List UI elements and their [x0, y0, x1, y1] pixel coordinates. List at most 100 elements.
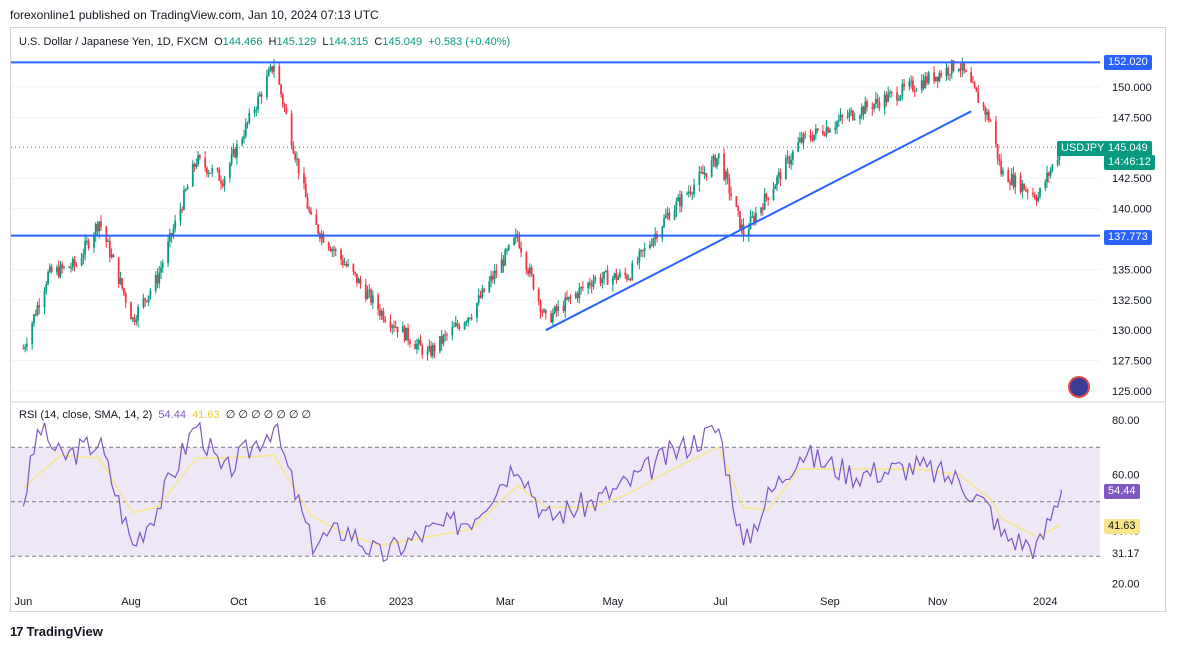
candle-body	[964, 70, 967, 72]
candle-body	[310, 211, 312, 215]
candle-body	[117, 257, 120, 284]
footer-brand[interactable]: 17 TradingView	[10, 624, 103, 639]
x-tick-label: Jun	[14, 596, 32, 608]
candle-body	[862, 106, 865, 114]
candle-body	[1026, 190, 1029, 193]
candle-body	[580, 287, 582, 289]
x-tick-label: Jul	[713, 596, 727, 608]
close-value: 145.049	[382, 36, 423, 48]
candle-body	[24, 346, 27, 349]
candle-body	[359, 279, 362, 285]
candle-body	[821, 131, 824, 135]
candle-body	[986, 111, 988, 115]
level-high-tag: 152.020	[1104, 55, 1152, 70]
x-tick-label: 16	[314, 596, 326, 608]
countdown-tag: 14:46:12	[1104, 155, 1155, 170]
candle-body	[504, 249, 507, 266]
candle-body	[926, 76, 928, 83]
candle-body	[698, 172, 701, 185]
candle-body	[61, 264, 64, 268]
candle-body	[456, 323, 459, 327]
candle-body	[513, 237, 515, 245]
candle-body	[181, 209, 184, 211]
candle-body	[994, 121, 997, 145]
candle-body	[341, 259, 344, 265]
candle-body	[606, 270, 609, 285]
candle-body	[1021, 183, 1024, 193]
candle-body	[255, 109, 258, 111]
candle-body	[567, 296, 570, 300]
candle-body	[322, 233, 325, 243]
candle-body	[438, 336, 441, 352]
candle-body	[899, 95, 902, 100]
candle-body	[876, 98, 879, 103]
candle-body	[417, 339, 420, 344]
x-tick-label: Aug	[121, 596, 141, 608]
y-tick-label: 140.000	[1112, 204, 1152, 216]
candle-body	[934, 76, 937, 82]
candle-body	[71, 259, 74, 268]
candle-body	[343, 264, 346, 266]
candle-body	[483, 288, 485, 292]
candle-body	[873, 103, 875, 110]
candle-body	[539, 300, 542, 312]
candle-body	[714, 155, 717, 167]
candle-body	[488, 280, 491, 292]
candle-body	[490, 275, 492, 281]
candle-body	[234, 149, 237, 158]
candle-body	[368, 289, 371, 292]
candle-body	[689, 191, 692, 194]
candle-body	[982, 102, 985, 108]
candle-body	[581, 287, 584, 289]
candle-body	[802, 133, 805, 143]
candle-body	[703, 173, 706, 175]
candle-body	[266, 76, 268, 98]
candle-body	[283, 104, 286, 108]
candle-body	[677, 197, 680, 202]
rsi-extras: ∅ ∅ ∅ ∅ ∅ ∅ ∅	[225, 409, 312, 421]
candle-body	[650, 244, 653, 246]
y-tick-label: 135.000	[1112, 264, 1152, 276]
candle-body	[477, 295, 480, 304]
candle-body	[989, 120, 992, 122]
candle-body	[191, 163, 194, 187]
candle-body	[813, 134, 815, 141]
candle-body	[735, 196, 738, 207]
candle-body	[476, 303, 478, 318]
rsi-sma-tag: 41.63	[1104, 519, 1140, 534]
candle-body	[82, 254, 85, 259]
candle-body	[296, 158, 298, 160]
candle-body	[500, 259, 503, 273]
y-tick-label: 130.000	[1112, 325, 1152, 337]
candle-body	[253, 110, 256, 113]
candle-body	[308, 208, 311, 212]
candle-body	[407, 327, 410, 341]
candle-body	[776, 176, 778, 186]
candle-body	[841, 115, 844, 117]
candle-body	[853, 119, 856, 121]
candle-body	[933, 72, 935, 82]
rsi-y-tick-label: 60.00	[1112, 470, 1140, 482]
us-flag-icon[interactable]	[1068, 376, 1090, 398]
candle-body	[790, 159, 793, 165]
candle-body	[1009, 182, 1011, 185]
candle-body	[431, 345, 434, 356]
candle-body	[726, 171, 729, 179]
candle-body	[236, 144, 238, 158]
candle-body	[315, 214, 318, 225]
footer-brand-label: TradingView	[26, 624, 103, 639]
candle-body	[668, 212, 671, 220]
candle-body	[972, 82, 974, 84]
candle-body	[643, 247, 646, 251]
candle-body	[446, 334, 448, 336]
candle-body	[174, 220, 177, 229]
candle-body	[839, 115, 842, 120]
candle-body	[48, 266, 51, 272]
candle-body	[22, 348, 25, 350]
candle-body	[883, 94, 886, 109]
rsi-y-tick-label: 80.00	[1112, 415, 1140, 427]
symbol-tag: USDJPY	[1057, 141, 1109, 156]
candle-body	[936, 76, 939, 81]
candle-body	[147, 295, 150, 302]
